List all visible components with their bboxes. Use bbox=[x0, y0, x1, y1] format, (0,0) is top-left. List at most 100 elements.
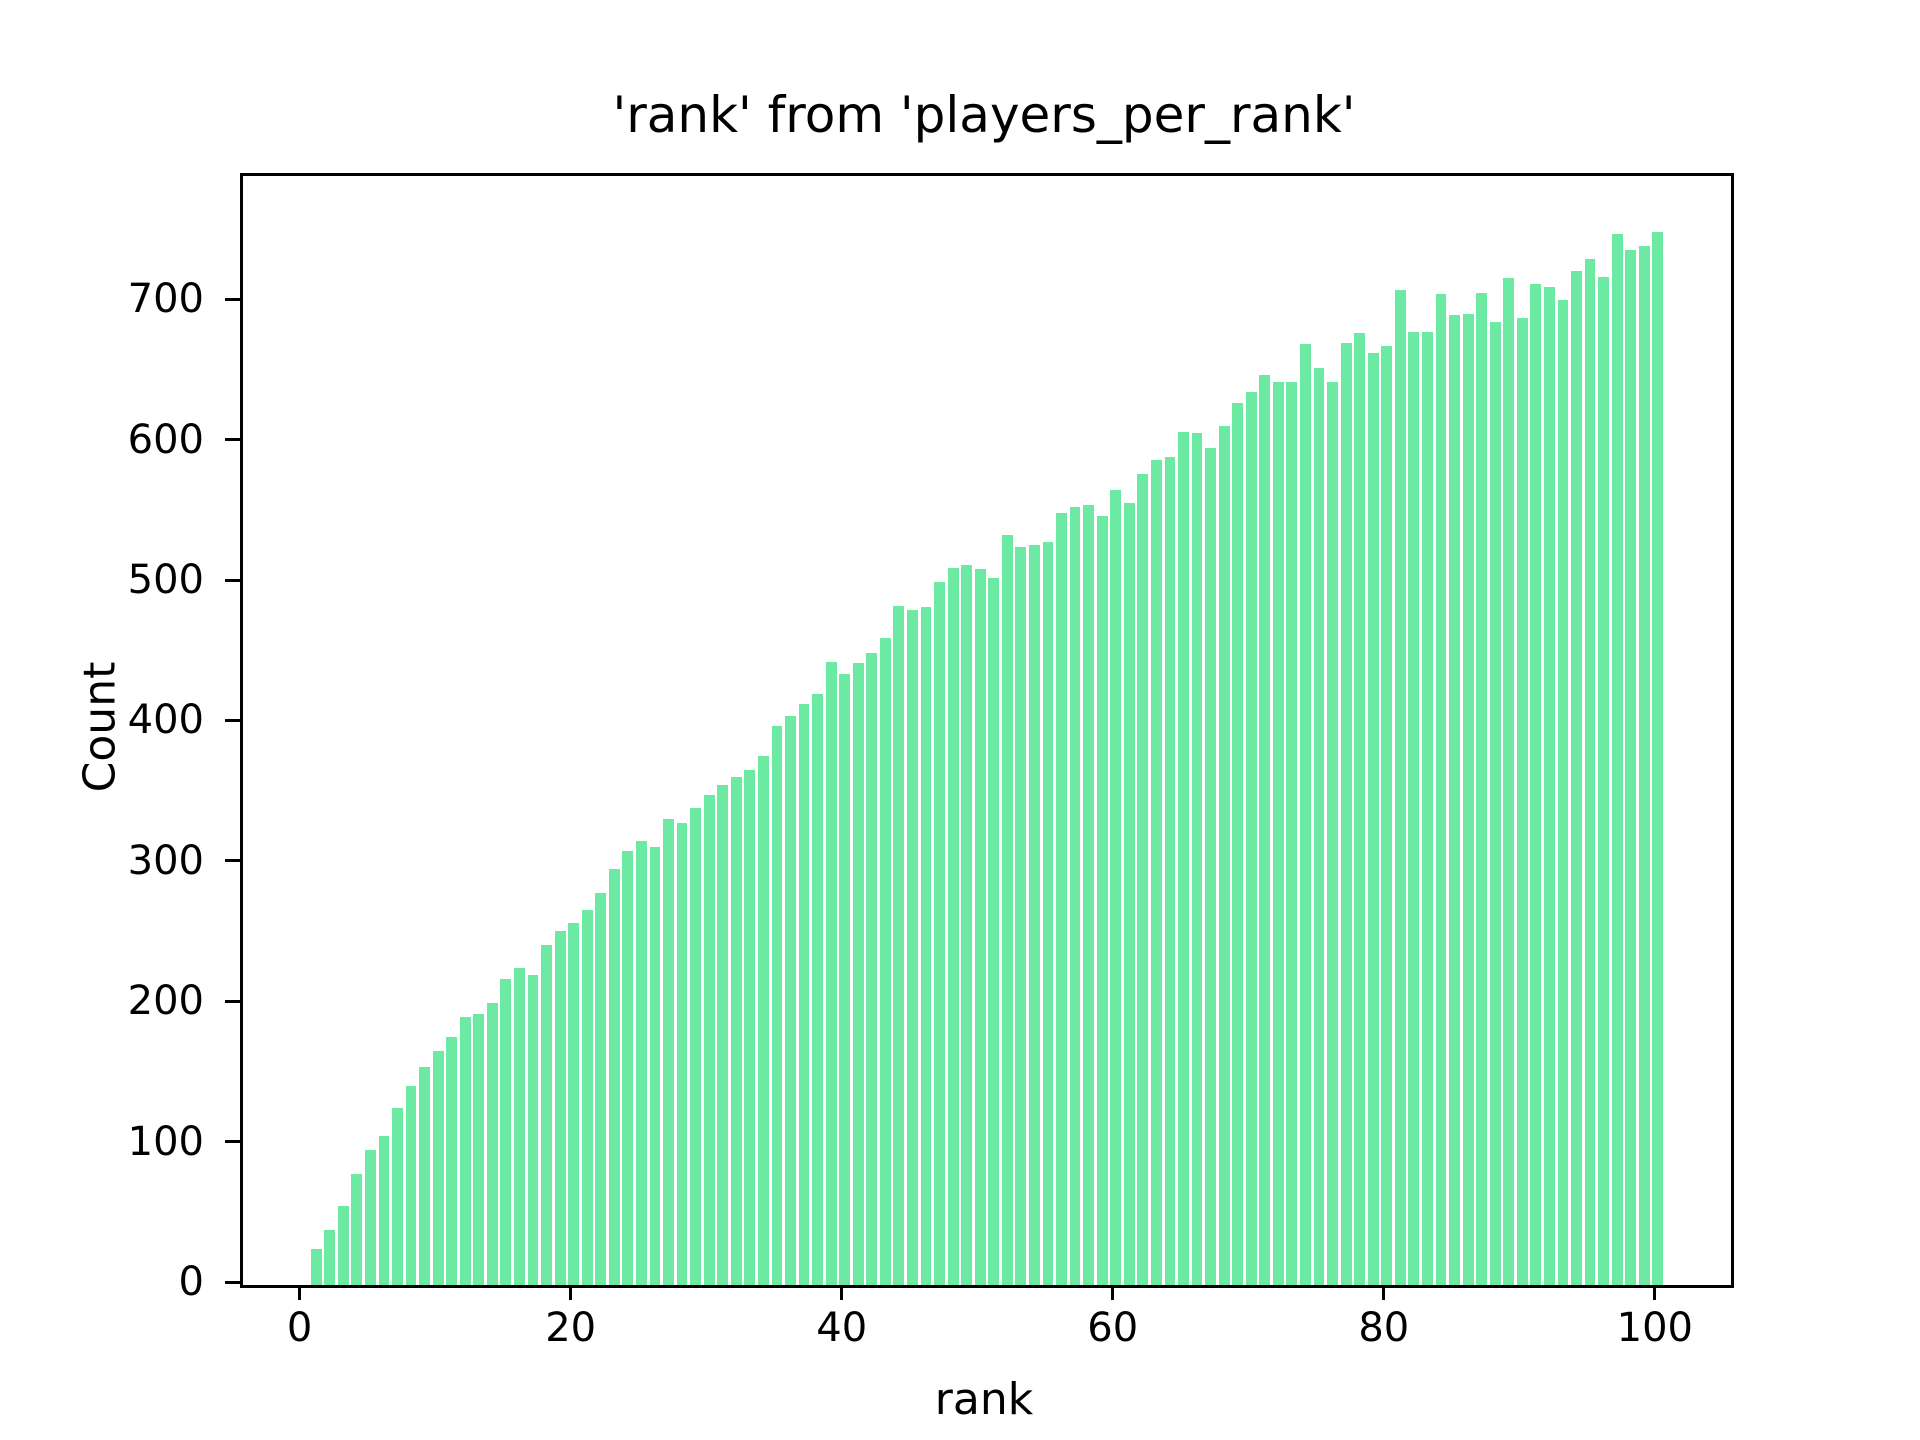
bar bbox=[974, 569, 986, 1285]
y-tick-label: 200 bbox=[127, 978, 204, 1025]
bar bbox=[1435, 293, 1447, 1285]
chart-title: 'rank' from 'players_per_rank' bbox=[612, 86, 1356, 144]
bar bbox=[1286, 382, 1298, 1285]
bar bbox=[1191, 432, 1203, 1285]
bar bbox=[934, 581, 945, 1285]
x-tick-label: 60 bbox=[1087, 1305, 1139, 1351]
bar bbox=[378, 1136, 390, 1285]
y-axis-label: Count bbox=[74, 661, 126, 793]
bar bbox=[486, 1002, 498, 1285]
bar bbox=[351, 1174, 363, 1285]
bar bbox=[446, 1036, 458, 1285]
bar bbox=[1367, 352, 1379, 1285]
bar bbox=[1394, 289, 1406, 1285]
bar bbox=[392, 1108, 403, 1285]
y-tick-label: 700 bbox=[127, 276, 204, 323]
bar bbox=[1638, 246, 1650, 1285]
bar bbox=[1218, 425, 1230, 1285]
x-tick-mark bbox=[569, 1285, 573, 1300]
y-tick-mark bbox=[225, 438, 240, 442]
bar bbox=[459, 1016, 471, 1285]
y-tick-mark bbox=[225, 1280, 240, 1284]
bar bbox=[825, 661, 837, 1285]
bar bbox=[1422, 331, 1433, 1285]
y-tick-label: 0 bbox=[178, 1259, 204, 1305]
bar bbox=[1462, 313, 1474, 1285]
bar bbox=[622, 851, 634, 1285]
bar bbox=[541, 945, 552, 1285]
bar bbox=[405, 1085, 417, 1285]
bar bbox=[514, 967, 525, 1285]
bar bbox=[1530, 284, 1542, 1285]
bar bbox=[636, 841, 647, 1285]
bar bbox=[419, 1067, 430, 1285]
bar bbox=[1652, 232, 1664, 1285]
bar bbox=[785, 716, 796, 1285]
x-tick-label: 40 bbox=[816, 1305, 868, 1351]
bar bbox=[1489, 322, 1501, 1285]
bar bbox=[1476, 292, 1488, 1285]
x-tick-mark bbox=[1653, 1285, 1657, 1300]
bar bbox=[1015, 546, 1027, 1285]
bar bbox=[1164, 456, 1176, 1285]
bar bbox=[1096, 515, 1108, 1285]
bar bbox=[866, 653, 878, 1285]
bar bbox=[1503, 278, 1515, 1285]
x-axis-label: rank bbox=[934, 1374, 1034, 1425]
bar bbox=[690, 807, 702, 1285]
bar bbox=[649, 847, 661, 1285]
bar bbox=[1381, 345, 1393, 1285]
bar bbox=[839, 674, 851, 1285]
bar bbox=[1571, 271, 1582, 1285]
bar bbox=[1083, 504, 1095, 1285]
x-tick-mark bbox=[840, 1285, 844, 1300]
bar bbox=[1205, 448, 1216, 1285]
y-tick-mark bbox=[225, 1140, 240, 1144]
bar bbox=[581, 910, 593, 1285]
bar bbox=[595, 893, 607, 1285]
bar bbox=[961, 564, 973, 1285]
y-tick-mark bbox=[225, 999, 240, 1003]
bar bbox=[1272, 382, 1284, 1285]
bar bbox=[1245, 392, 1257, 1285]
y-tick-mark bbox=[225, 859, 240, 863]
bar bbox=[1042, 542, 1054, 1285]
y-tick-mark bbox=[225, 578, 240, 582]
bar bbox=[1232, 403, 1244, 1285]
bar bbox=[1327, 382, 1338, 1285]
y-tick-label: 600 bbox=[127, 416, 204, 463]
bar bbox=[1056, 512, 1067, 1285]
bar bbox=[757, 755, 769, 1285]
bar bbox=[947, 567, 959, 1285]
bar bbox=[432, 1050, 444, 1285]
x-tick-label: 0 bbox=[286, 1305, 313, 1351]
bar bbox=[527, 974, 539, 1285]
x-tick-label: 100 bbox=[1616, 1305, 1693, 1351]
bar bbox=[1516, 317, 1528, 1285]
bar bbox=[1150, 459, 1162, 1285]
bar bbox=[812, 694, 823, 1285]
bar bbox=[730, 776, 742, 1285]
bar bbox=[1137, 473, 1149, 1285]
y-tick-label: 100 bbox=[127, 1118, 204, 1165]
bar bbox=[1178, 431, 1189, 1285]
bar bbox=[717, 785, 729, 1285]
bar bbox=[852, 663, 864, 1285]
bar bbox=[1069, 507, 1081, 1285]
bar bbox=[568, 922, 580, 1285]
bar bbox=[500, 978, 512, 1285]
bar bbox=[1557, 299, 1569, 1285]
bar bbox=[473, 1014, 485, 1285]
bar bbox=[1543, 286, 1555, 1285]
bar bbox=[1029, 545, 1040, 1285]
bar bbox=[1300, 344, 1311, 1285]
bar bbox=[1259, 375, 1271, 1285]
bar bbox=[1354, 333, 1366, 1285]
bar bbox=[676, 823, 688, 1285]
bar bbox=[703, 795, 715, 1285]
bar bbox=[771, 726, 783, 1285]
bar bbox=[1340, 343, 1352, 1285]
x-tick-mark bbox=[1382, 1285, 1386, 1300]
bar bbox=[364, 1150, 376, 1285]
